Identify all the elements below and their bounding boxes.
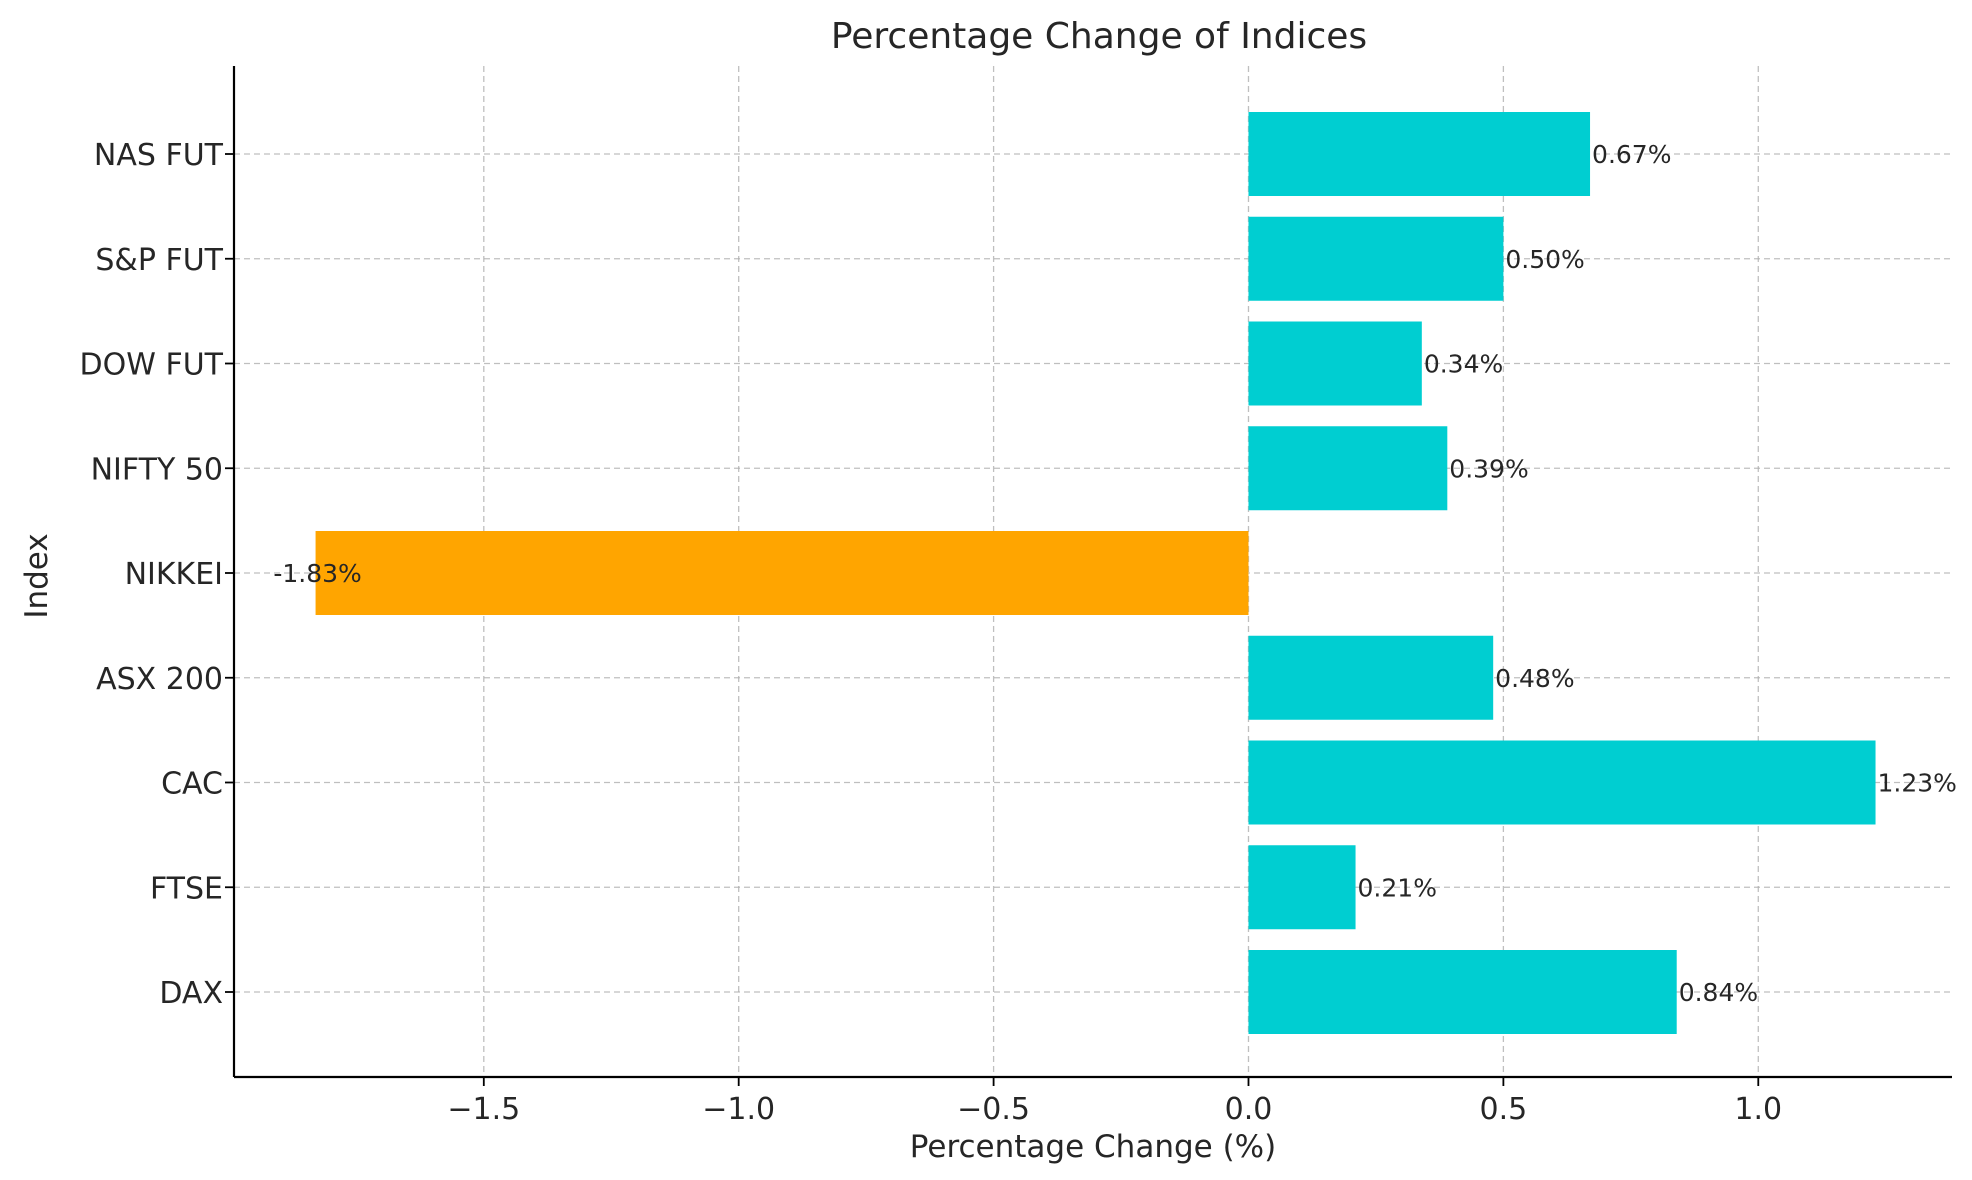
- y-tick-label: DAX: [159, 976, 223, 1011]
- bar-cac: [1248, 740, 1876, 825]
- x-axis-ticks: −1.5 −1.0 −0.5 0.0 0.5 1.0: [447, 1077, 1782, 1127]
- x-axis-label: Percentage Change (%): [910, 1129, 1276, 1165]
- chart-title: Percentage Change of Indices: [831, 16, 1367, 57]
- data-label: 0.84%: [1679, 978, 1758, 1007]
- x-tick-label: −0.5: [957, 1092, 1030, 1127]
- data-label: 0.67%: [1592, 140, 1671, 169]
- y-tick-label: NAS FUT: [94, 138, 224, 173]
- y-tick-label: DOW FUT: [80, 348, 224, 383]
- data-label: 0.34%: [1424, 350, 1503, 379]
- data-label: 0.50%: [1505, 245, 1584, 274]
- x-tick-label: 0.5: [1480, 1092, 1528, 1127]
- bar-nikkei: [315, 531, 1249, 615]
- data-label: -1.83%: [273, 559, 361, 588]
- data-labels: 0.84% 0.21% 1.23% 0.48% -1.83% 0.39% 0.34% 0.50…: [273, 140, 1957, 1007]
- y-tick-label: NIKKEI: [125, 557, 223, 592]
- y-axis-label: Index: [19, 533, 55, 618]
- data-label: 1.23%: [1878, 769, 1957, 798]
- bar-asx-200: [1248, 635, 1494, 720]
- x-tick-label: −1.0: [702, 1092, 775, 1127]
- x-tick-label: 1.0: [1734, 1092, 1782, 1127]
- bar-dow-fut: [1248, 321, 1422, 406]
- data-label: 0.21%: [1358, 873, 1437, 902]
- y-tick-label: S&P FUT: [95, 243, 223, 278]
- data-label: 0.48%: [1495, 664, 1574, 693]
- y-tick-label: CAC: [161, 767, 223, 802]
- x-tick-label: −1.5: [447, 1092, 520, 1127]
- bar-nas-fut: [1248, 112, 1591, 196]
- bar-ftse: [1248, 845, 1356, 930]
- y-tick-label: NIFTY 50: [91, 452, 223, 487]
- bar-dax: [1248, 950, 1677, 1034]
- y-tick-label: FTSE: [150, 871, 223, 906]
- bar-nifty-50: [1248, 426, 1448, 511]
- bar-s-p-fut: [1248, 216, 1504, 301]
- y-tick-label: ASX 200: [96, 662, 223, 697]
- data-label: 0.39%: [1449, 454, 1528, 483]
- x-tick-label: 0.0: [1225, 1092, 1273, 1127]
- y-axis-ticks: DAX FTSE CAC ASX 200 NIKKEI NIFTY 50 DOW FUT S&…: [80, 138, 234, 1011]
- bars: [315, 112, 1876, 1034]
